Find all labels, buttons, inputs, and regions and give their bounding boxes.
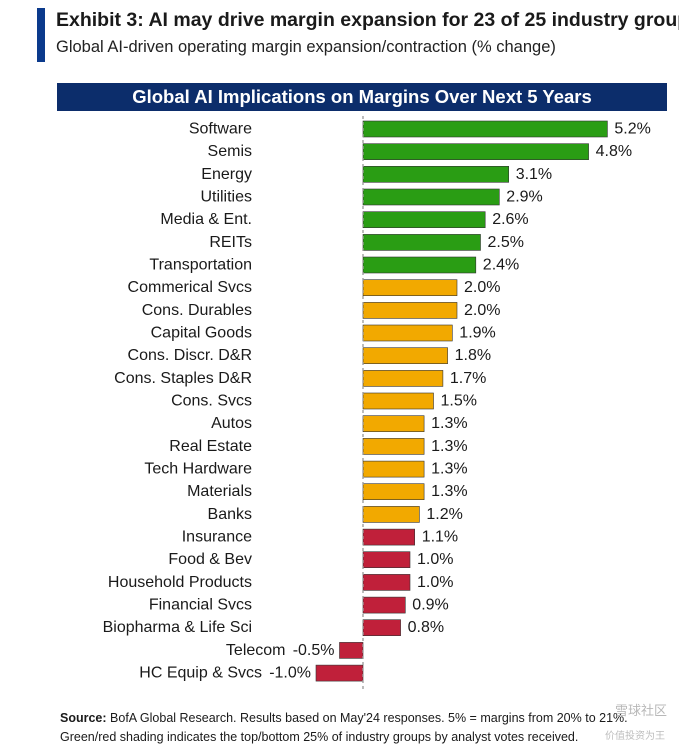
- value-label-7: 2.0%: [464, 279, 500, 296]
- bar-9: [362, 324, 453, 342]
- chart-title-banner: Global AI Implications on Margins Over N…: [57, 83, 667, 111]
- exhibit-title: Exhibit 3: AI may drive margin expansion…: [56, 9, 679, 31]
- value-label-21: 0.9%: [412, 597, 448, 614]
- category-label-9: Capital Goods: [151, 325, 252, 342]
- value-label-8: 2.0%: [464, 302, 500, 319]
- bar-14: [362, 438, 425, 455]
- value-label-11: 1.7%: [450, 370, 486, 387]
- category-label-21: Financial Svcs: [149, 597, 252, 614]
- category-label-4: Media & Ent.: [160, 211, 252, 228]
- value-label-12: 1.5%: [441, 393, 477, 410]
- category-label-20: Household Products: [108, 574, 252, 591]
- bar-18: [362, 528, 416, 546]
- category-label-8: Cons. Durables: [142, 302, 252, 319]
- bar-0: [362, 120, 608, 138]
- category-label-13: Autos: [211, 415, 252, 432]
- value-label-15: 1.3%: [431, 461, 467, 478]
- watermark-subtext: 价值投资为王: [605, 731, 665, 742]
- value-label-14: 1.3%: [431, 438, 467, 455]
- category-label-19: Food & Bev: [168, 551, 252, 568]
- category-label-0: Software: [189, 121, 252, 138]
- category-label-16: Materials: [187, 483, 252, 500]
- exhibit-subtitle: Global AI-driven operating margin expans…: [56, 38, 556, 56]
- bar-16: [362, 483, 425, 501]
- category-label-12: Cons. Svcs: [171, 393, 252, 410]
- value-label-9: 1.9%: [459, 325, 495, 342]
- value-label-4: 2.6%: [492, 211, 528, 228]
- bar-23: [339, 642, 364, 659]
- category-label-1: Semis: [208, 143, 252, 160]
- bar-5: [362, 234, 481, 251]
- accent-bar: [37, 8, 45, 62]
- bar-20: [362, 574, 411, 591]
- category-label-6: Transportation: [149, 257, 252, 274]
- value-label-17: 1.2%: [426, 506, 462, 523]
- bar-12: [362, 392, 434, 410]
- value-label-23: -0.5%: [293, 642, 335, 659]
- source-note: Source: BofA Global Research. Results ba…: [60, 709, 628, 747]
- value-label-18: 1.1%: [422, 529, 458, 546]
- category-label-22: Biopharma & Life Sci: [103, 619, 252, 636]
- bars-group: Software 5.2% Semis 4.8% Energy 3.1% Utilities…: [103, 121, 651, 682]
- bar-15: [362, 460, 425, 478]
- bar-6: [362, 256, 477, 274]
- value-label-6: 2.4%: [483, 257, 519, 274]
- bar-13: [362, 415, 425, 433]
- source-text: BofA Global Research. Results based on M…: [110, 711, 628, 725]
- value-label-0: 5.2%: [614, 121, 650, 138]
- category-label-5: REITs: [209, 234, 252, 251]
- bar-2: [362, 166, 509, 183]
- category-label-10: Cons. Discr. D&R: [128, 347, 252, 364]
- category-label-2: Energy: [201, 166, 252, 183]
- bar-3: [362, 188, 500, 206]
- bar-24: [315, 664, 364, 682]
- bar-1: [362, 143, 589, 160]
- value-label-3: 2.9%: [506, 189, 542, 206]
- value-label-2: 3.1%: [516, 166, 552, 183]
- category-label-14: Real Estate: [169, 438, 252, 455]
- bar-11: [362, 370, 444, 387]
- category-label-18: Insurance: [182, 529, 252, 546]
- category-label-15: Tech Hardware: [144, 461, 252, 478]
- value-label-22: 0.8%: [408, 619, 444, 636]
- shading-note: Green/red shading indicates the top/bott…: [60, 730, 579, 744]
- category-label-24: HC Equip & Svcs: [139, 665, 262, 682]
- value-label-20: 1.0%: [417, 574, 453, 591]
- bar-7: [362, 279, 458, 297]
- category-label-17: Banks: [208, 506, 252, 523]
- category-label-3: Utilities: [200, 189, 252, 206]
- value-label-16: 1.3%: [431, 483, 467, 500]
- bar-19: [362, 551, 411, 569]
- value-label-13: 1.3%: [431, 415, 467, 432]
- category-label-7: Commerical Svcs: [128, 279, 252, 296]
- bar-17: [362, 506, 420, 523]
- value-label-19: 1.0%: [417, 551, 453, 568]
- value-label-10: 1.8%: [455, 347, 491, 364]
- bar-10: [362, 347, 448, 365]
- value-label-24: -1.0%: [269, 665, 311, 682]
- bar-22: [362, 619, 401, 637]
- category-label-23: Telecom: [226, 642, 286, 659]
- bar-21: [362, 596, 406, 614]
- watermark-text: 雪球社区: [614, 703, 667, 718]
- value-label-1: 4.8%: [596, 143, 632, 160]
- source-label: Source:: [60, 711, 107, 725]
- bar-4: [362, 211, 486, 228]
- category-label-11: Cons. Staples D&R: [114, 370, 252, 387]
- bar-8: [362, 302, 458, 319]
- value-label-5: 2.5%: [488, 234, 524, 251]
